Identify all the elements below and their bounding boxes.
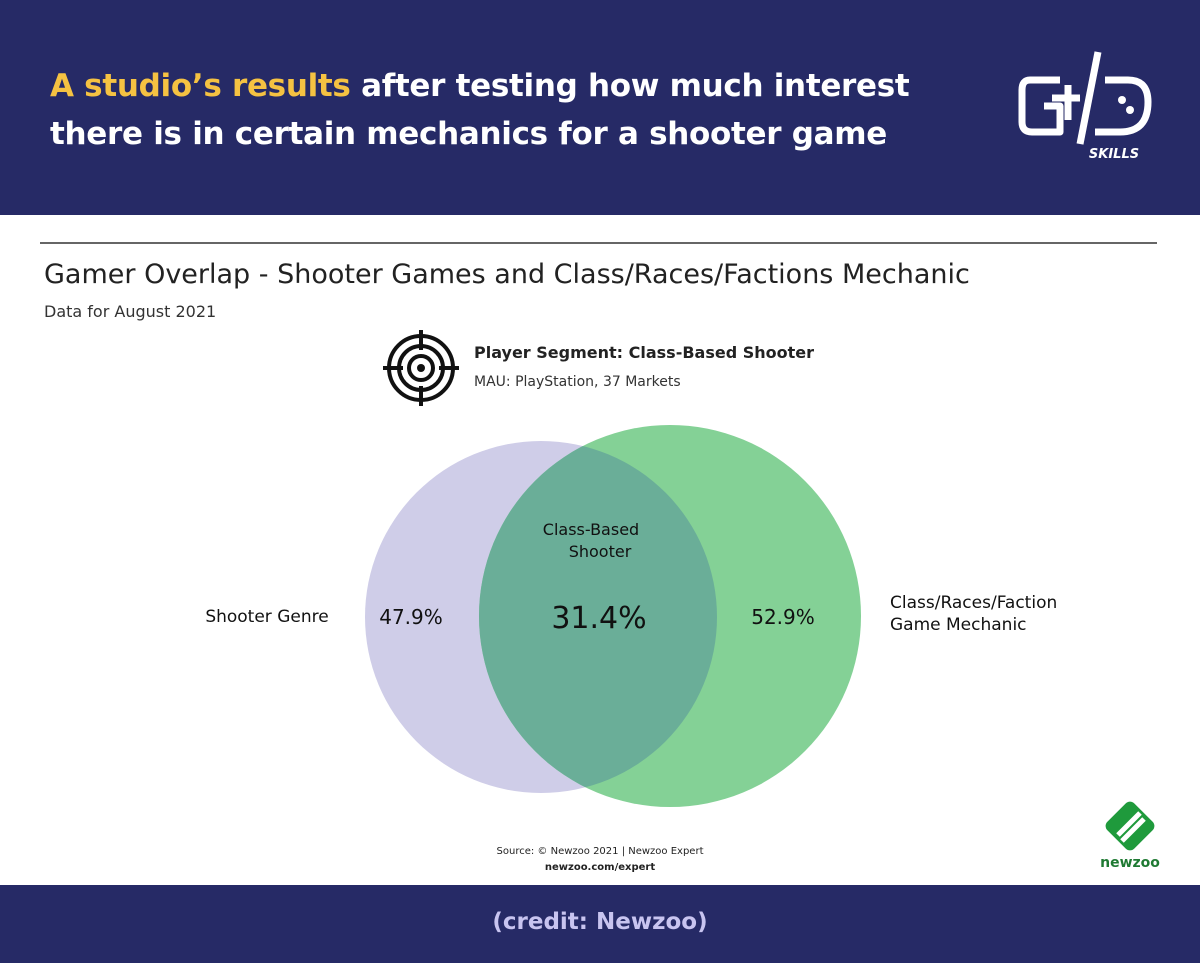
chart-subtitle: Data for August 2021 <box>44 302 216 321</box>
headline-line: after testing how much interest <box>361 68 910 104</box>
right-label: Game Mechanic <box>890 615 1027 635</box>
target-icon <box>383 330 459 406</box>
logo-g <box>1018 76 1064 136</box>
infographic: Gamer Overlap - Shooter Games and Class/… <box>40 242 1160 873</box>
left-value: 47.9% <box>379 605 443 629</box>
logo-d <box>1095 76 1152 136</box>
headline-highlight: A studio’s results <box>50 68 351 104</box>
header-banner: A studio’s results after testing how muc… <box>0 0 1200 215</box>
logo: SKILLS <box>1018 51 1152 162</box>
source-url: newzoo.com/expert <box>545 862 655 873</box>
logo-plus <box>1052 85 1080 120</box>
segment-detail: MAU: PlayStation, 37 Markets <box>474 374 681 390</box>
overlap-label: Shooter <box>569 542 632 561</box>
logo-slash <box>1076 51 1102 145</box>
left-label: Shooter Genre <box>205 607 328 627</box>
overlap-value: 31.4% <box>551 601 646 636</box>
footer-banner: (credit: Newzoo) <box>0 885 1200 963</box>
logo-dot <box>1118 96 1126 104</box>
logo-dot <box>1126 106 1134 114</box>
source: Source: © Newzoo 2021 | Newzoo Expert <box>497 846 704 857</box>
brand-text: newzoo <box>1100 855 1160 871</box>
venn-overlap <box>479 441 717 793</box>
logo-text: SKILLS <box>1089 147 1139 162</box>
segment-title: Player Segment: Class-Based Shooter <box>474 343 814 362</box>
right-value: 52.9% <box>751 605 815 629</box>
overlap-label: Class-Based <box>543 520 639 539</box>
right-label: Class/Races/Faction <box>890 593 1057 613</box>
headline-line: there is in certain mechanics for a shoo… <box>50 116 887 152</box>
credit: (credit: Newzoo) <box>492 909 708 935</box>
headline: A studio’s results after testing how muc… <box>50 62 910 158</box>
chart-title: Gamer Overlap - Shooter Games and Class/… <box>44 259 970 290</box>
target-center <box>417 364 425 372</box>
newzoo-logo <box>1105 801 1155 851</box>
